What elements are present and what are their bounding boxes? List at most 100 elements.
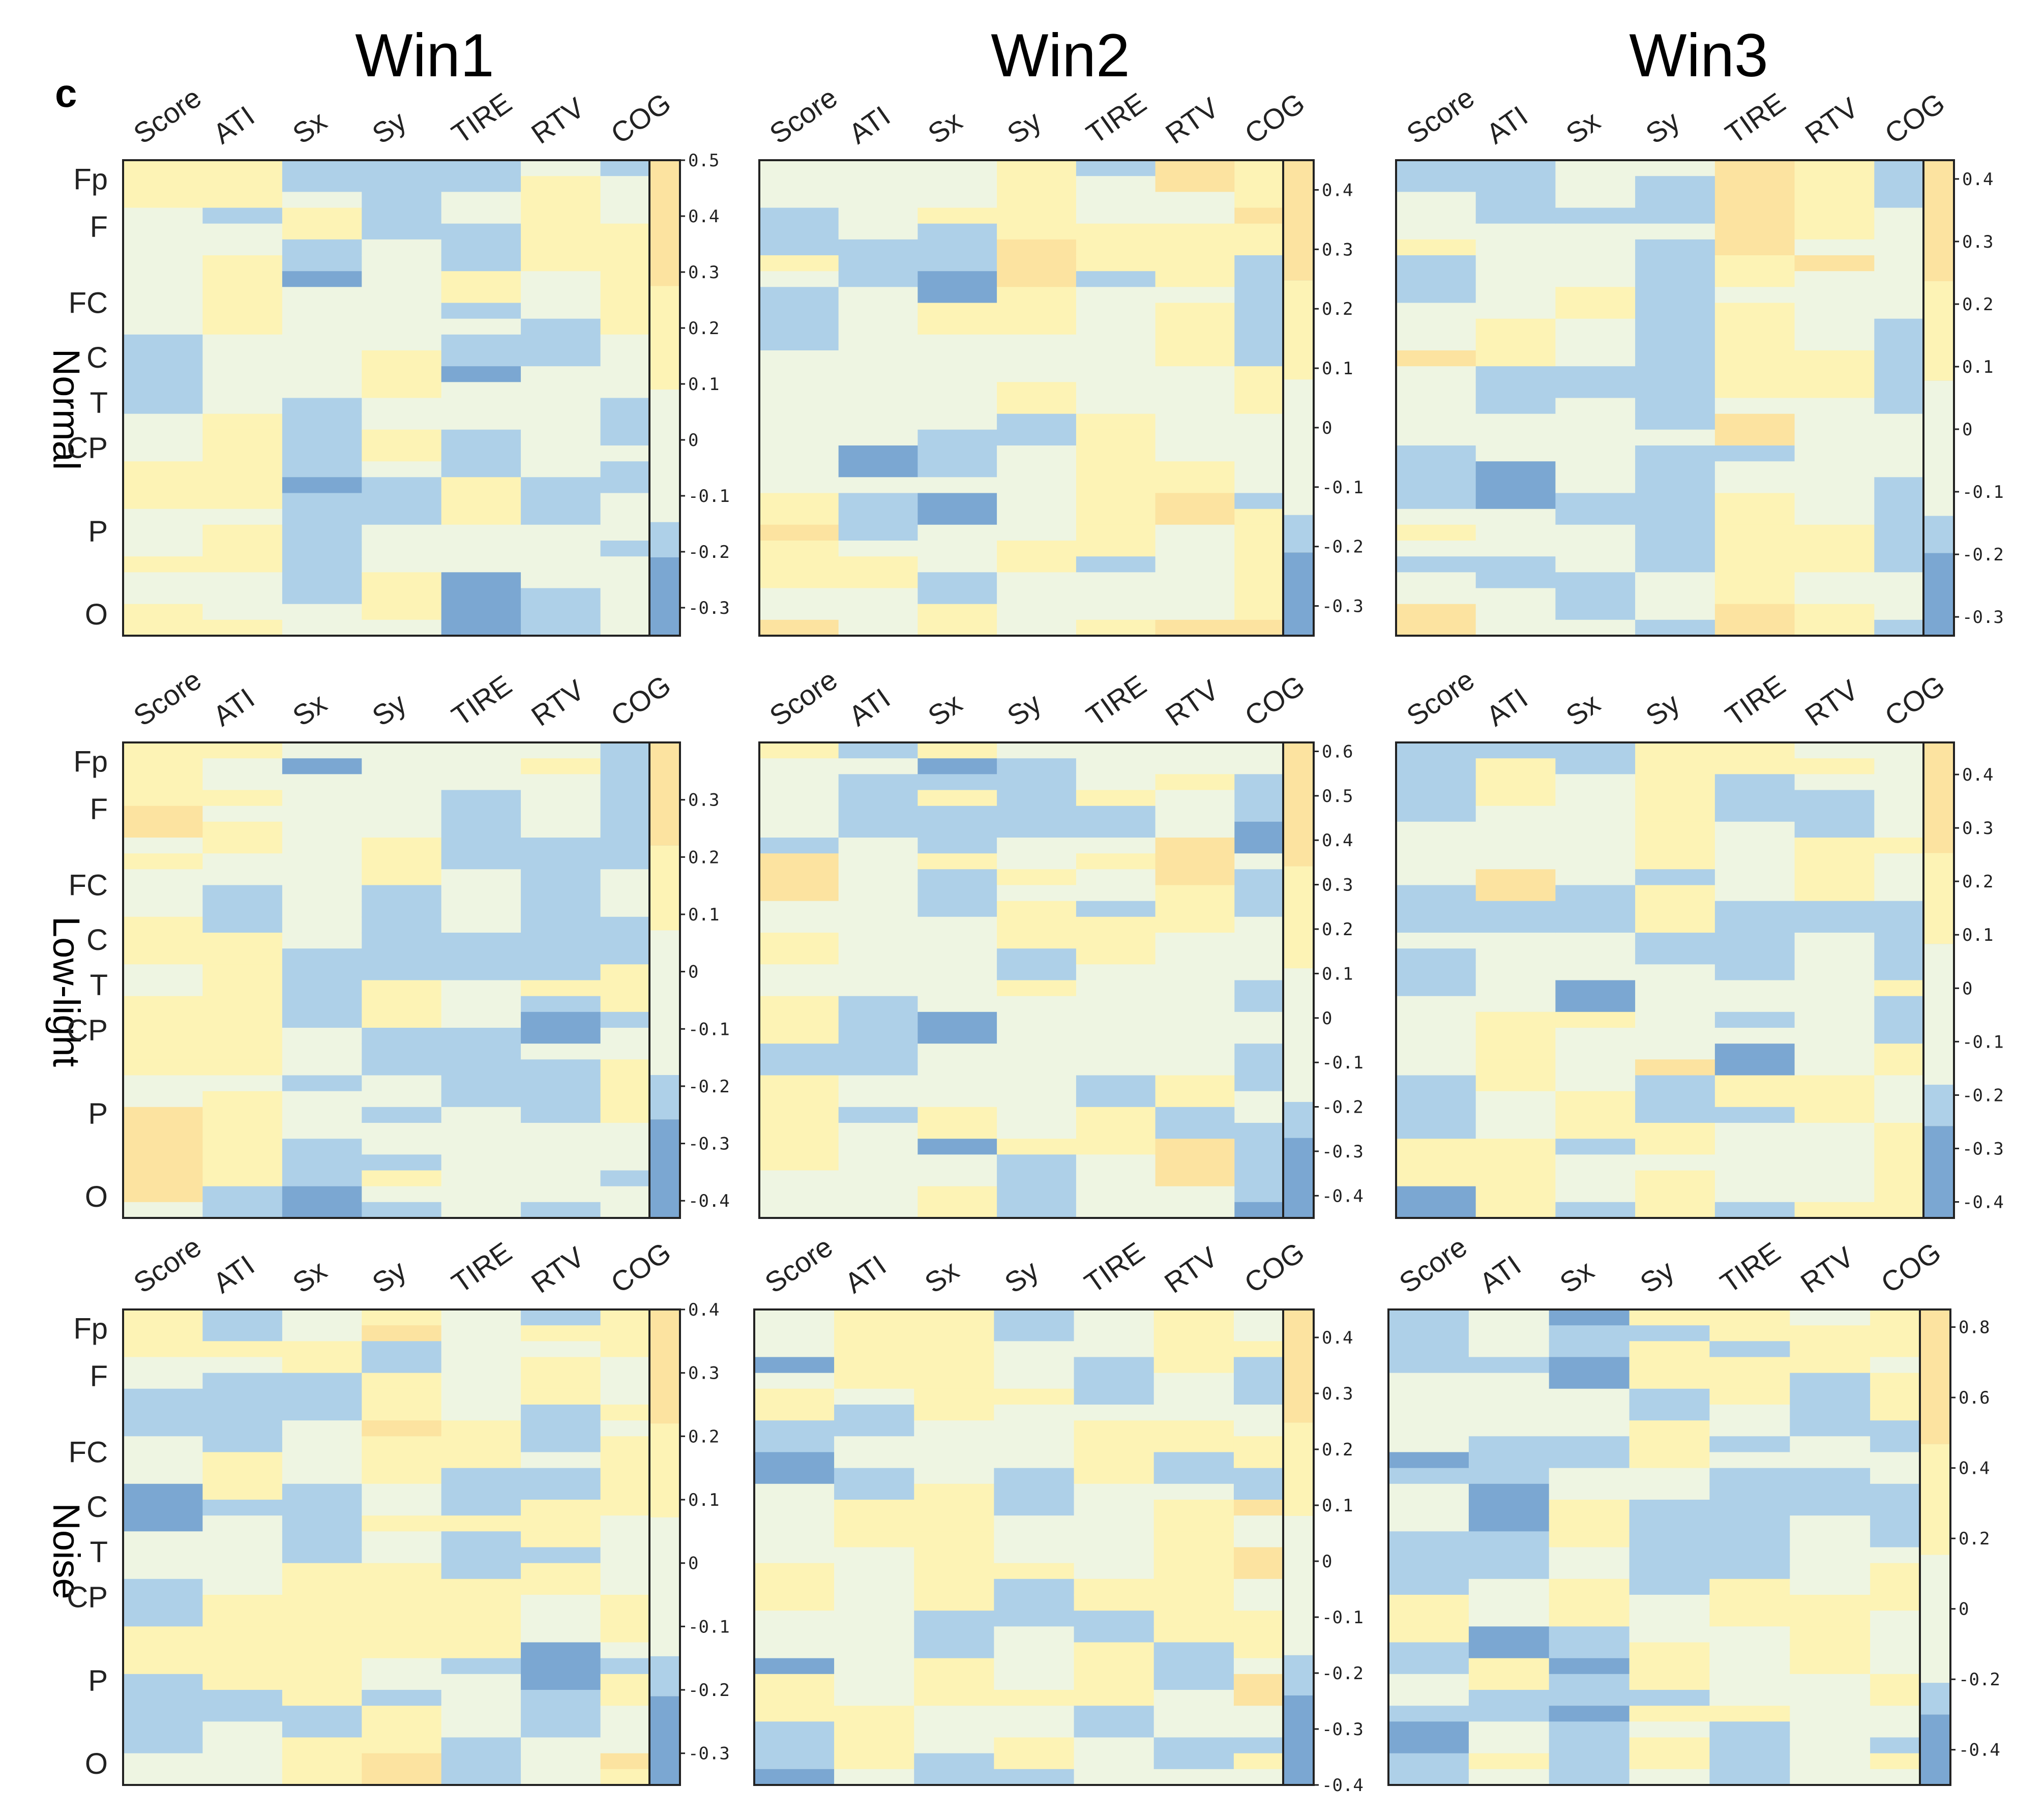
heatmap-cell (1475, 556, 1556, 573)
heatmap-cell (362, 255, 442, 272)
heatmap-cell (1709, 1595, 1790, 1611)
heatmap-cell (202, 619, 283, 636)
heatmap-cell (1468, 1436, 1550, 1453)
heatmap-cell (997, 524, 1077, 541)
heatmap-cell (994, 1373, 1075, 1389)
heatmap-cell (997, 572, 1077, 589)
heatmap-cell (202, 223, 283, 240)
heatmap-cell (1076, 509, 1156, 525)
column-label-sx: Sx (922, 105, 968, 150)
heatmap-cell (1709, 1547, 1790, 1564)
heatmap-cell (1714, 901, 1795, 917)
heatmap-cell (1396, 413, 1476, 430)
heatmap-cell (914, 1436, 994, 1453)
heatmap-cell (362, 1075, 442, 1092)
heatmap-cell (759, 1107, 839, 1123)
heatmap-cell (202, 1373, 283, 1389)
heatmap-cell (123, 477, 203, 494)
heatmap-cell (282, 239, 362, 256)
heatmap-cell (838, 382, 918, 399)
heatmap-cell (521, 1309, 601, 1326)
heatmap-cell (1714, 461, 1795, 478)
heatmap-cell (521, 774, 601, 791)
heatmap-cell (202, 318, 283, 335)
heatmap-cell (441, 758, 521, 775)
heatmap-cell (1475, 980, 1556, 997)
heatmap-cell (997, 1123, 1077, 1139)
heatmap-cell (1635, 445, 1715, 462)
heatmap-cell (1074, 1753, 1154, 1770)
heatmap-cell (997, 366, 1077, 382)
colorbar-band (1283, 742, 1314, 867)
heatmap-cell (202, 1059, 283, 1076)
heatmap-cell (1155, 160, 1235, 176)
colorbar-tick-label: 0.3 (688, 790, 719, 811)
heatmap-cell (123, 1107, 203, 1123)
heatmap-cell (123, 806, 203, 822)
heatmap-cell (521, 1500, 601, 1516)
heatmap-cell (1074, 1769, 1154, 1785)
heatmap-cell (362, 1753, 442, 1770)
heatmap-cell (362, 398, 442, 414)
heatmap-cell (441, 1373, 521, 1389)
heatmap-cell (1549, 1595, 1630, 1611)
heatmap-cell (1549, 1547, 1630, 1564)
heatmap-cell (282, 160, 362, 176)
heatmap-cell (1635, 271, 1715, 287)
heatmap-cell (759, 1186, 839, 1203)
heatmap-cell (1396, 1123, 1476, 1139)
heatmap-cell (202, 207, 283, 224)
heatmap-cell (1555, 964, 1636, 981)
heatmap-cell (202, 572, 283, 589)
heatmap-cell (123, 948, 203, 965)
heatmap-cell (1714, 429, 1795, 446)
heatmap-cell (123, 1309, 203, 1326)
colorbar-tick-label: -0.1 (688, 486, 730, 507)
heatmap-cell (1555, 838, 1636, 854)
heatmap-cell (1396, 461, 1476, 478)
heatmap-cell (759, 588, 839, 605)
heatmap-cell (362, 1658, 442, 1675)
heatmap-cell (1155, 318, 1235, 335)
column-label-rtv: RTV (1159, 1240, 1224, 1299)
heatmap-cell (362, 916, 442, 933)
heatmap-cell (441, 1595, 521, 1611)
heatmap-cell (1076, 287, 1156, 304)
heatmap-cell (1709, 1626, 1790, 1643)
heatmap-cell (834, 1500, 914, 1516)
heatmap-cell (1153, 1468, 1234, 1484)
heatmap-cell (1790, 1578, 1871, 1595)
heatmap-cell (521, 1531, 601, 1548)
heatmap-cell (1794, 996, 1875, 1012)
region-label-c: C (86, 924, 108, 957)
heatmap-cell (1794, 916, 1875, 933)
heatmap-cell (1635, 524, 1715, 541)
heatmap-cell (759, 398, 839, 414)
heatmap-cell (362, 160, 442, 176)
heatmap-cell (1709, 1325, 1790, 1342)
heatmap-cell (754, 1420, 835, 1437)
heatmap-cell (1709, 1341, 1790, 1358)
heatmap-cell (759, 366, 839, 382)
heatmap-cell (123, 1595, 203, 1611)
heatmap-cell (838, 1186, 918, 1203)
heatmap-cell (994, 1357, 1075, 1374)
heatmap-cell (202, 948, 283, 965)
heatmap-cell (994, 1341, 1075, 1358)
heatmap-cell (1714, 869, 1795, 886)
heatmap-cell (1790, 1753, 1871, 1770)
heatmap-cell (1790, 1452, 1871, 1469)
heatmap-cell (838, 334, 918, 351)
heatmap-cell (1153, 1769, 1234, 1785)
heatmap-cell (997, 821, 1077, 838)
region-label-p: P (88, 515, 108, 548)
heatmap-cell (838, 853, 918, 870)
heatmap-cell (521, 1011, 601, 1028)
heatmap-cell (1635, 1044, 1715, 1060)
heatmap-cell (1629, 1531, 1710, 1548)
heatmap-cell (282, 1468, 362, 1484)
heatmap-cell (362, 176, 442, 192)
heatmap-cell (1794, 303, 1875, 319)
heatmap-cell (834, 1721, 914, 1738)
heatmap-cell (1629, 1341, 1710, 1358)
